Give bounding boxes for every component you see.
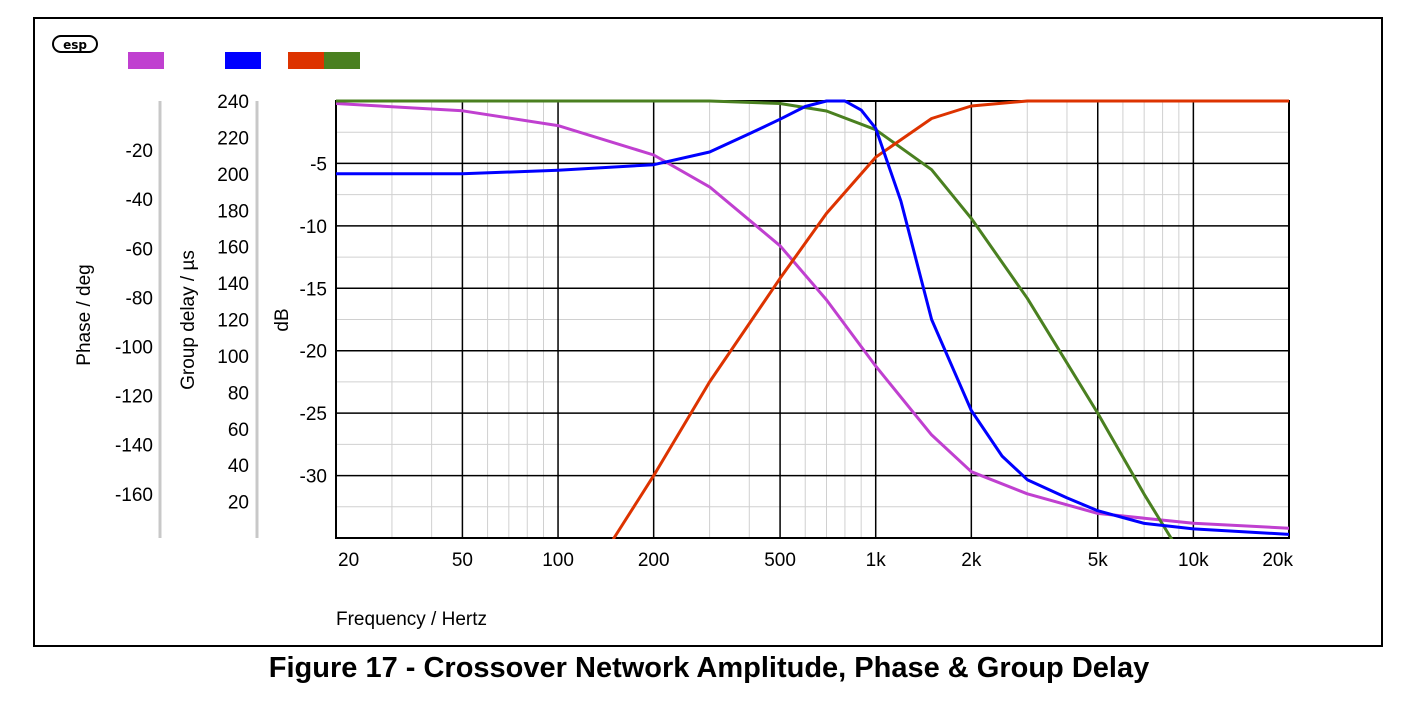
x-tick-label: 500 [764,550,796,571]
group-delay-tick-label: 20 [228,493,249,514]
db-tick-label: -20 [300,342,327,363]
phase-axis-label: Phase / deg [74,264,95,365]
axes-layer: 20 50 100 200 500 1k 2k 5k 10k 20k -5 -10 -15 -20 -25 -… [74,92,1293,571]
x-axis-label: Frequency / Hertz [336,609,487,630]
series-line-phase [336,102,1289,530]
group-delay-tick-label: 80 [228,383,249,404]
x-tick-label: 200 [638,550,670,571]
group-delay-tick-label: 180 [217,201,249,222]
x-tick-label: 5k [1088,550,1109,571]
esp-logo: esp [52,35,98,53]
x-tick-label: 10k [1178,550,1209,571]
group-delay-tick-label: 100 [217,347,249,368]
x-tick-label: 100 [542,550,574,571]
phase-tick-label: -40 [126,190,153,211]
legend [128,52,360,69]
phase-tick-label: -160 [115,485,153,506]
phase-tick-label: -100 [115,338,153,359]
x-tick-label: 1k [866,550,887,571]
x-tick-label: 20k [1262,550,1293,571]
phase-tick-label: -140 [115,436,153,457]
series-line-high-pass-output [612,99,1289,539]
x-tick-label: 50 [452,550,473,571]
major-grid [335,100,1290,539]
group-delay-axis-label: Group delay / µs [178,250,199,390]
x-tick-label: 2k [961,550,982,571]
phase-tick-label: -120 [115,387,153,408]
plot-border [335,100,1290,539]
legend-swatch-phase [128,52,164,69]
db-axis-label: dB [272,308,293,331]
x-tick-label: 20 [338,550,359,571]
db-tick-label: -25 [300,404,327,425]
logo-text: esp [63,38,87,52]
group-delay-tick-label: 40 [228,456,249,477]
group-delay-tick-label: 220 [217,128,249,149]
group-delay-tick-label: 200 [217,165,249,186]
chart-frame: esp 20 50 100 200 500 1k 2k 5k 10k 20k -5 -10 -15 -20… [33,17,1383,647]
db-tick-label: -10 [300,217,327,238]
legend-swatch-high-pass [324,52,360,69]
chart-svg: esp 20 50 100 200 500 1k 2k 5k 10k 20k -5 -10 -15 -20… [52,35,1293,630]
group-delay-tick-label: 140 [217,274,249,295]
phase-tick-label: -20 [126,141,153,162]
figure-caption: Figure 17 - Crossover Network Amplitude,… [268,652,1150,684]
series-line-group-delay [336,99,1289,536]
group-delay-tick-label: 240 [217,92,249,113]
legend-swatch-group-delay [225,52,261,69]
minor-grid [335,101,1290,538]
phase-tick-label: -60 [126,239,153,260]
group-delay-tick-label: 60 [228,420,249,441]
group-delay-tick-label: 120 [217,311,249,332]
series-line-low-pass-output [336,99,1174,539]
db-tick-label: -30 [300,467,327,488]
group-delay-tick-label: 160 [217,238,249,259]
legend-swatch-low-pass [288,52,324,69]
phase-tick-label: -80 [126,288,153,309]
series-layer [336,99,1289,539]
db-tick-label: -15 [300,279,327,300]
db-tick-label: -5 [310,154,327,175]
